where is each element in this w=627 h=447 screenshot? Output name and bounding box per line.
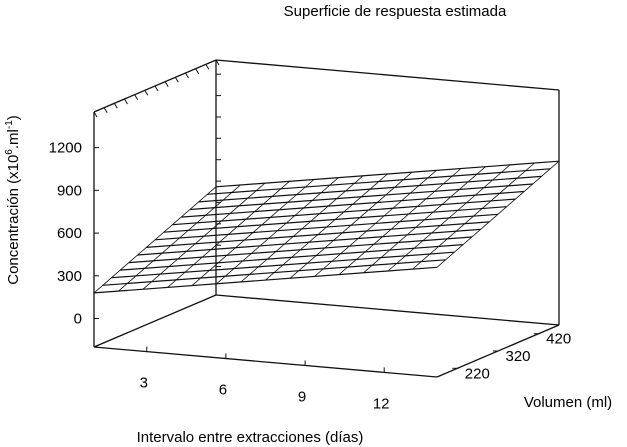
surface-line: [387, 164, 511, 272]
bounding-box: [93, 59, 560, 378]
top-y-tick: [113, 103, 118, 109]
x-axis-label: Intervalo entre extracciones (días): [137, 429, 364, 446]
top-y-tick: [164, 81, 169, 87]
tick-marks: [93, 59, 539, 373]
box-edge: [93, 346, 438, 378]
surface-line: [142, 182, 266, 290]
tick-labels: 3 6 9 12 220 320 420 0 300 600 900 1200: [49, 140, 572, 413]
top-y-tick: [134, 94, 139, 100]
y-tick-label: 320: [505, 348, 530, 365]
surface-line: [167, 180, 290, 288]
x-tick-label: 9: [298, 389, 306, 406]
box-edge: [215, 59, 560, 91]
surface-line: [436, 160, 560, 268]
surface-line: [118, 184, 241, 292]
top-y-tick: [205, 64, 210, 70]
top-y-tick: [215, 59, 220, 66]
surface-line: [338, 168, 462, 275]
surface-line: [216, 177, 339, 285]
z-tick-label: 0: [74, 311, 82, 328]
surface-line: [240, 175, 364, 283]
y-tick-label: 220: [465, 365, 490, 382]
chart-title: Superficie de respuesta estimada: [284, 3, 507, 20]
top-y-tick: [185, 72, 189, 79]
z-tick-label: 300: [57, 268, 82, 285]
surface-line: [191, 179, 315, 286]
surface-line: [289, 171, 413, 279]
box-edge: [93, 294, 217, 348]
z-tick-label: 1200: [49, 140, 82, 157]
response-surface: [93, 160, 560, 294]
x-tick-label: 3: [140, 375, 148, 392]
top-y-tick: [195, 68, 200, 74]
top-y-tick: [93, 111, 98, 118]
surface-line: [314, 169, 437, 277]
top-y-tick: [154, 85, 159, 92]
surface-line: [363, 166, 486, 274]
top-y-tick: [103, 107, 108, 113]
x-tick-label: 12: [373, 395, 390, 412]
z-tick-label: 900: [57, 182, 82, 199]
surface-line: [412, 162, 535, 270]
x-tick-label: 6: [219, 382, 227, 399]
surface-line: [265, 173, 388, 281]
y-axis-label: Volumen (ml): [524, 394, 612, 411]
y-tick-label: 420: [546, 331, 571, 348]
top-y-tick: [124, 98, 128, 105]
z-axis-label: Concentración (x106.ml-1): [4, 115, 22, 285]
box-edge: [215, 294, 560, 326]
z-tick-label: 600: [57, 225, 82, 242]
surface-line: [93, 186, 217, 294]
top-y-tick: [174, 77, 179, 83]
top-y-tick: [144, 90, 149, 96]
